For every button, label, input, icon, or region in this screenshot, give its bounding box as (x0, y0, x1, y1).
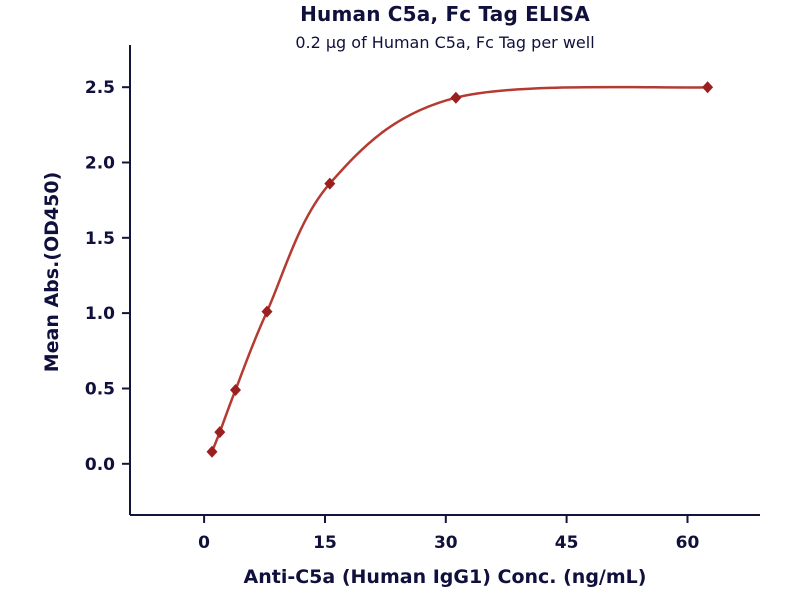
data-point-marker (230, 384, 241, 396)
data-point-marker (261, 305, 273, 318)
x-axis-label: Anti-C5a (Human IgG1) Conc. (ng/mL) (243, 566, 647, 588)
x-tick-label: 45 (555, 533, 579, 553)
chart-title: Human C5a, Fc Tag ELISA (300, 2, 590, 26)
y-tick-label: 0.0 (85, 455, 115, 475)
y-tick-label: 1.5 (85, 229, 115, 249)
x-tick-label: 0 (198, 533, 210, 553)
x-tick-label: 15 (313, 533, 337, 553)
data-point-marker (206, 445, 218, 458)
data-point-marker (702, 81, 714, 94)
y-tick-label: 1.0 (85, 304, 115, 324)
x-tick-label: 30 (434, 533, 458, 553)
x-tick-label: 60 (676, 533, 700, 553)
y-tick-label: 2.0 (85, 154, 115, 174)
chart-subtitle: 0.2 μg of Human C5a, Fc Tag per well (295, 33, 595, 52)
data-point-marker (450, 91, 462, 104)
fit-curve (210, 85, 709, 453)
y-tick-label: 2.5 (85, 78, 115, 98)
data-point-marker (324, 177, 336, 190)
data-point-marker (214, 426, 226, 439)
y-tick-label: 0.5 (85, 380, 115, 400)
